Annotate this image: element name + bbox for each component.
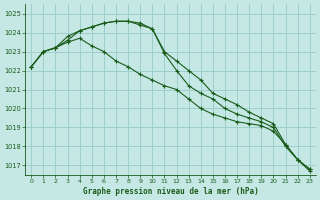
X-axis label: Graphe pression niveau de la mer (hPa): Graphe pression niveau de la mer (hPa) — [83, 187, 258, 196]
